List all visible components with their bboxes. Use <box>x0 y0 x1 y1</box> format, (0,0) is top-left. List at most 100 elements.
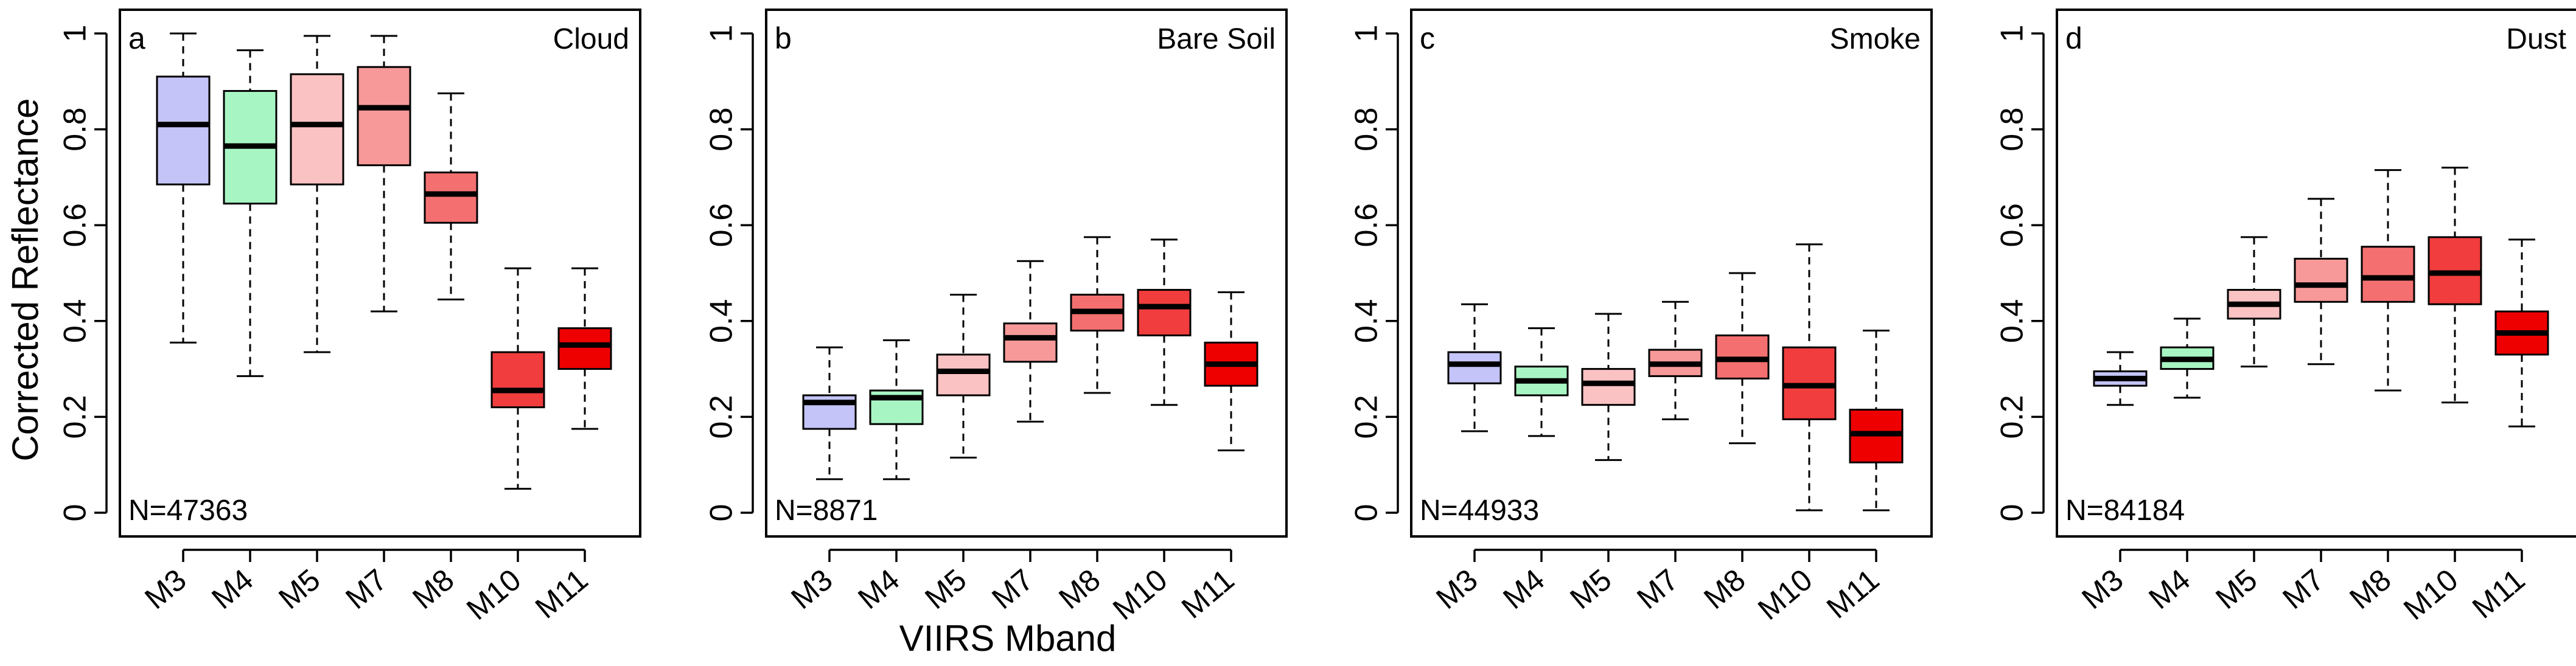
panel-c: 0 0.2 0.4 0.6 0.8 1 M3 M4 M5 M7 M8 M10 M11 c Smoke N=44… <box>1349 9 1933 626</box>
box-M11 <box>2494 238 2549 428</box>
box-M3 <box>156 32 211 344</box>
x-tick-label: M4 <box>851 563 906 616</box>
iqr-box <box>936 353 991 397</box>
iqr-box <box>1003 322 1058 363</box>
x-tick-label: M8 <box>1697 563 1751 616</box>
iqr-box <box>1137 289 1192 336</box>
panel-letter: c <box>1420 21 1435 55</box>
y-tick-label: 0.2 <box>1349 395 1384 439</box>
x-tick-label: M7 <box>339 563 393 616</box>
panel-frame <box>765 9 1288 538</box>
y-tick-label: 0.6 <box>704 203 739 247</box>
box-M11 <box>1204 291 1258 452</box>
x-tick-label: M4 <box>2142 563 2196 616</box>
panel-frame <box>1410 9 1933 538</box>
box-M3 <box>802 346 857 480</box>
iqr-box <box>2361 246 2415 303</box>
y-tick-label: 0 <box>58 504 93 522</box>
box-M7 <box>1003 260 1058 423</box>
sample-count: N=84184 <box>2065 494 2185 527</box>
box-M3 <box>1447 303 1502 432</box>
panel-frame <box>2056 9 2576 538</box>
x-tick-label: M5 <box>1563 563 1618 616</box>
box-M11 <box>557 267 612 430</box>
y-tick-label: 0.6 <box>1995 203 2030 247</box>
box-M7 <box>2294 198 2348 366</box>
box-M7 <box>1648 300 1703 420</box>
sample-count: N=47363 <box>128 494 248 527</box>
panel-title: Dust <box>2506 23 2566 55</box>
panel-d: 0 0.2 0.4 0.6 0.8 1 M3 M4 M5 M7 M8 M10 M11 d Dust N=841… <box>1995 9 2576 626</box>
iqr-box <box>156 75 211 186</box>
panel-b: 0 0.2 0.4 0.6 0.8 1 M3 M4 M5 M7 M8 M10 M11 b Bare Soil… <box>704 9 1288 626</box>
x-tick-label: M11 <box>1175 563 1241 625</box>
box-M3 <box>2093 351 2148 406</box>
x-tick-label: M10 <box>2397 563 2465 626</box>
box-M8 <box>2361 169 2415 392</box>
x-tick-label: M10 <box>460 563 528 626</box>
box-M4 <box>1514 327 1569 437</box>
y-tick-label: 0 <box>1995 504 2030 522</box>
box-M4 <box>2160 317 2215 399</box>
x-tick-label: M5 <box>272 563 326 616</box>
y-tick-label: 0.2 <box>704 395 739 439</box>
box-M10 <box>1782 243 1837 512</box>
iqr-box <box>357 66 411 167</box>
y-tick-label: 1 <box>704 25 739 43</box>
box-M4 <box>223 49 277 377</box>
iqr-box <box>490 351 545 409</box>
y-tick-label: 0.2 <box>1995 395 2030 439</box>
y-tick-label: 0.4 <box>704 299 739 343</box>
y-tick-label: 0.2 <box>58 395 93 439</box>
box-M8 <box>1715 272 1770 445</box>
box-M8 <box>1070 236 1125 394</box>
x-tick-label: M5 <box>918 563 972 616</box>
y-tick-label: 0.8 <box>704 107 739 151</box>
panel-frame <box>119 9 641 538</box>
x-tick-label: M11 <box>529 563 595 625</box>
y-tick-label: 1 <box>1349 25 1384 43</box>
box-M11 <box>1849 330 1904 512</box>
panel-letter: b <box>775 21 792 55</box>
iqr-box <box>424 172 478 224</box>
panel-a: 0 0.2 0.4 0.6 0.8 1 M3 M4 M5 M7 M8 M10 M11 a Cloud N=47… <box>58 9 641 626</box>
box-M10 <box>490 267 545 490</box>
panel-letter: a <box>128 21 145 55</box>
box-M7 <box>357 35 411 313</box>
box-M10 <box>2428 167 2482 404</box>
x-tick-label: M7 <box>1630 563 1684 616</box>
x-tick-label: M4 <box>205 563 259 616</box>
box-M8 <box>424 92 478 300</box>
iqr-box <box>290 73 344 186</box>
y-tick-label: 0.8 <box>1349 107 1384 151</box>
y-tick-label: 1 <box>58 25 93 43</box>
x-tick-label: M4 <box>1496 563 1551 616</box>
x-tick-label: M8 <box>406 563 460 616</box>
y-tick-label: 0.4 <box>58 299 93 343</box>
sample-count: N=8871 <box>775 494 878 527</box>
y-axis-title: Corrected Reflectance <box>5 99 46 462</box>
x-tick-label: M11 <box>2466 563 2532 625</box>
box-M5 <box>936 293 991 459</box>
y-tick-label: 0.6 <box>58 203 93 247</box>
panel-title: Bare Soil <box>1157 23 1276 55</box>
box-M5 <box>2227 236 2281 368</box>
box-M10 <box>1137 238 1192 406</box>
x-tick-label: M8 <box>2343 563 2397 616</box>
y-tick-label: 0.8 <box>58 107 93 151</box>
y-tick-label: 1 <box>1995 25 2030 43</box>
y-tick-label: 0 <box>704 504 739 522</box>
iqr-box <box>2294 257 2348 303</box>
y-tick-label: 0.8 <box>1995 107 2030 151</box>
y-tick-label: 0.4 <box>1995 299 2030 343</box>
iqr-box <box>1447 351 1502 384</box>
panel-title: Cloud <box>553 23 629 55</box>
x-tick-label: M5 <box>2209 563 2263 616</box>
y-tick-label: 0.6 <box>1349 203 1384 247</box>
x-tick-label: M10 <box>1106 563 1174 626</box>
x-tick-label: M7 <box>2276 563 2330 616</box>
panel-title: Smoke <box>1830 23 1921 55</box>
y-tick-label: 0 <box>1349 504 1384 522</box>
x-tick-label: M3 <box>784 563 839 616</box>
